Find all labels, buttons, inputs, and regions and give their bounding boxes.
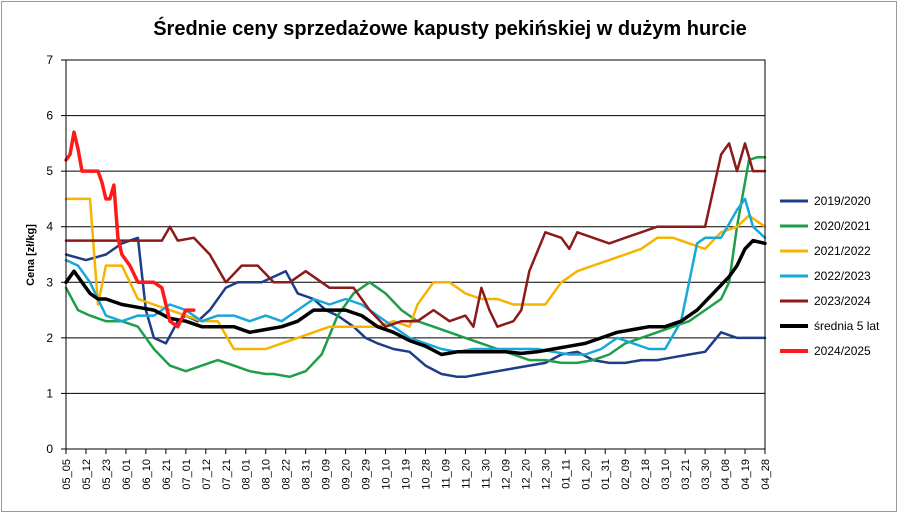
legend-label: 2022/2023	[814, 269, 871, 283]
x-tick-label: 04_28	[760, 459, 772, 490]
legend-label: 2020/2021	[814, 219, 871, 233]
y-axis-ticks: 0 1 2 3 4 5 6 7	[46, 53, 66, 456]
y-tick-label: 1	[46, 386, 53, 400]
y-tick-label: 3	[46, 275, 53, 289]
series-line-1	[64, 156, 767, 379]
x-tick-label: 11_30	[480, 459, 492, 489]
x-tick-label: 03_30	[700, 459, 712, 490]
x-tick-label: 09_20	[341, 459, 353, 490]
x-tick-label: 11_09	[440, 459, 452, 489]
x-tick-label: 06_21	[161, 459, 173, 490]
y-tick-label: 2	[46, 331, 53, 345]
x-tick-label: 09_09	[321, 459, 333, 490]
legend-label: 2021/2022	[814, 244, 871, 258]
y-tick-label: 7	[46, 53, 53, 67]
x-tick-label: 06_10	[141, 459, 153, 490]
x-tick-label: 07_01	[181, 459, 193, 490]
x-tick-label: 01_31	[600, 459, 612, 490]
y-tick-label: 4	[46, 220, 53, 234]
x-tick-label: 04_08	[720, 459, 732, 490]
legend-label: 2023/2024	[814, 294, 871, 308]
x-tick-label: 11_20	[460, 459, 472, 489]
y-tick-label: 6	[46, 109, 53, 123]
plot-lines	[64, 130, 767, 379]
plot-area-border	[65, 59, 766, 450]
x-tick-label: 07_21	[221, 459, 233, 490]
x-tick-label: 08_01	[241, 459, 253, 490]
series-line-4	[64, 142, 767, 328]
x-tick-label: 09_29	[361, 459, 373, 490]
x-tick-label: 05_05	[61, 459, 73, 490]
series-line-5	[64, 238, 767, 357]
x-tick-label: 08_31	[301, 459, 313, 490]
x-tick-label: 06_01	[121, 459, 133, 490]
x-tick-label: 12_09	[500, 459, 512, 490]
x-tick-label: 02_09	[620, 459, 632, 490]
x-axis-ticks: 05_05 05_12 05_23 06_01 06_10 06_21 07_01 07_12…	[61, 449, 772, 490]
y-tick-label: 0	[46, 442, 53, 456]
x-tick-label: 12_30	[540, 459, 552, 490]
legend-label: 2019/2020	[814, 194, 871, 208]
gridlines	[66, 59, 765, 450]
x-tick-label: 10_10	[381, 459, 393, 490]
x-tick-label: 01_20	[580, 459, 592, 490]
chart-title: Średnie ceny sprzedażowe kapusty pekińsk…	[153, 16, 747, 40]
x-tick-label: 05_23	[101, 459, 113, 490]
legend-label: 2024/2025	[814, 344, 871, 358]
y-tick-label: 5	[46, 164, 53, 178]
x-tick-label: 12_20	[520, 459, 532, 490]
y-axis-label: Cena [zł/kg]	[25, 224, 37, 286]
x-tick-label: 03_21	[680, 459, 692, 490]
x-tick-label: 08_10	[261, 459, 273, 490]
x-tick-label: 02_18	[640, 459, 652, 490]
legend-label: średnia 5 lat	[814, 319, 880, 333]
legend: 2019/2020 2020/2021 2021/2022 2022/2023 2023…	[780, 194, 880, 358]
series-line-3	[64, 197, 767, 356]
x-tick-label: 01_11	[560, 459, 572, 489]
x-tick-label: 10_19	[401, 459, 413, 490]
x-tick-label: 10_28	[420, 459, 432, 490]
x-tick-label: 04_19	[740, 459, 752, 490]
x-tick-label: 08_22	[281, 459, 293, 490]
x-tick-label: 05_12	[81, 459, 93, 490]
series-line-6	[64, 130, 196, 329]
x-tick-label: 07_12	[201, 459, 213, 490]
x-tick-label: 03_10	[660, 459, 672, 490]
